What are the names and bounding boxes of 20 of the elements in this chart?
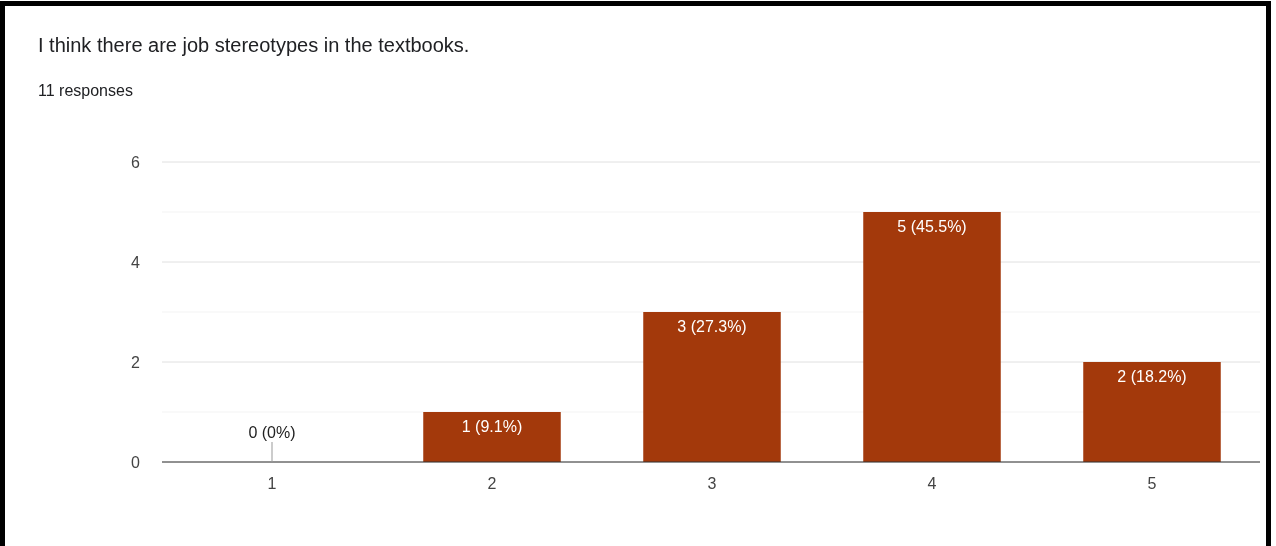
y-tick-label: 4 (131, 253, 141, 271)
x-tick-label: 2 (487, 475, 497, 493)
data-label: 3 (27.3%) (677, 318, 747, 335)
y-tick-label: 6 (131, 153, 141, 171)
data-label: 2 (18.2%) (1117, 368, 1187, 385)
bar (643, 312, 781, 462)
x-tick-label: 5 (1147, 475, 1157, 493)
data-label: 0 (0%) (248, 424, 296, 441)
x-tick-label: 1 (267, 475, 277, 493)
y-tick-label: 2 (131, 353, 141, 371)
bar (863, 212, 1001, 462)
bar (423, 412, 561, 462)
data-label: 5 (45.5%) (897, 218, 967, 235)
bar (1083, 362, 1221, 462)
chart-subtitle: 11 responses (38, 82, 133, 99)
chart-title: I think there are job stereotypes in the textbooks. (38, 34, 470, 56)
data-label: 1 (9.1%) (461, 418, 523, 435)
x-tick-label: 4 (927, 475, 937, 493)
x-tick-label: 3 (707, 475, 717, 493)
y-tick-label: 0 (131, 453, 141, 471)
